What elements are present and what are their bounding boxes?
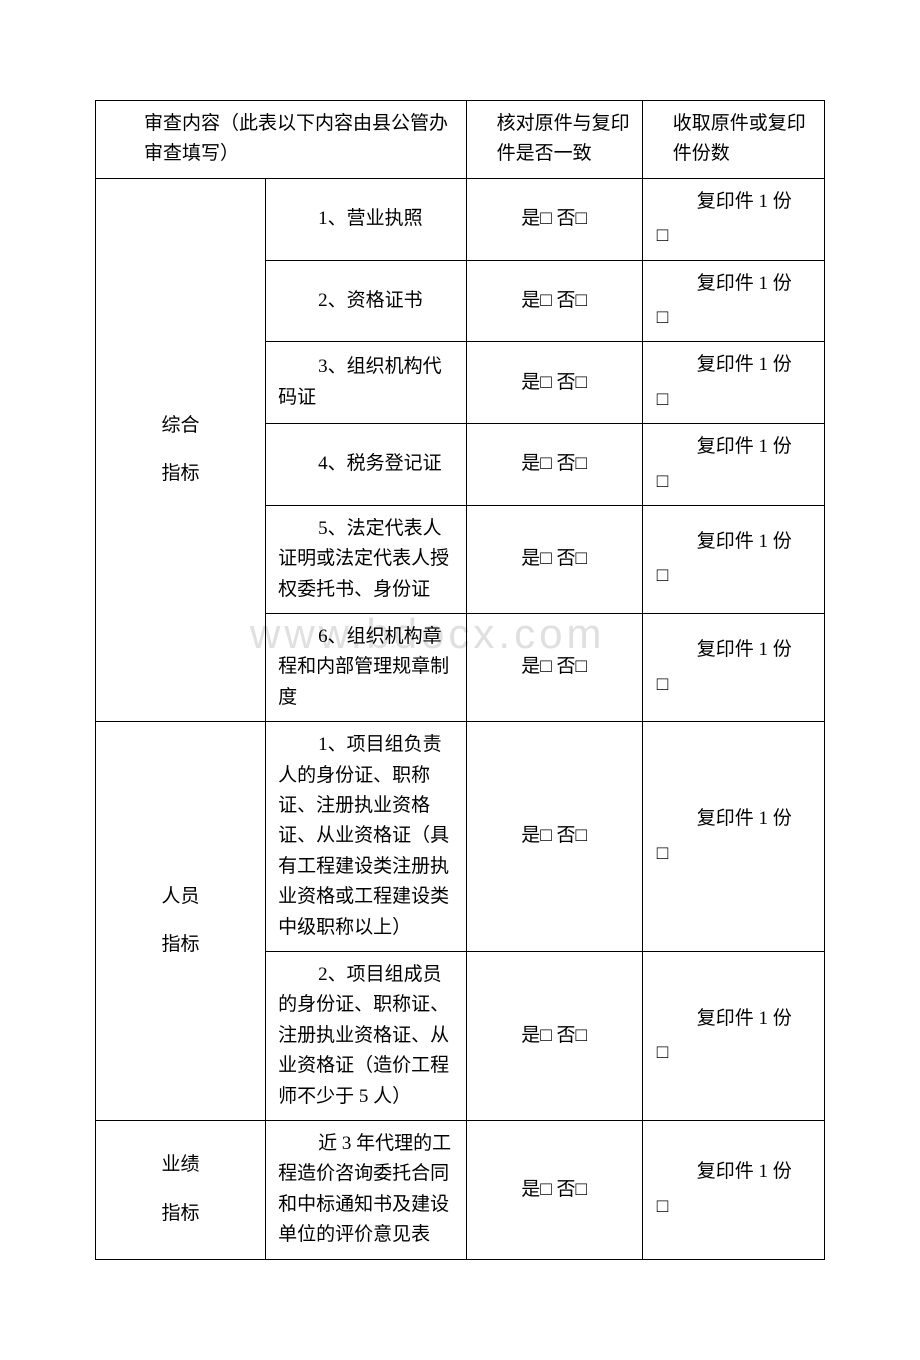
item-cell: 5、法定代表人证明或法定代表人授权委托书、身份证 <box>266 505 466 613</box>
category-label: 业绩 <box>106 1150 255 1180</box>
collect-cell: 复印件 1 份 □ <box>642 178 824 260</box>
checkbox: □ <box>657 670 812 700</box>
item-text: 1、项目组负责人的身份证、职称证、注册执业资格证、从业资格证（具有工程建设类注册… <box>278 730 453 943</box>
item-text: 2、资格证书 <box>278 286 453 316</box>
category-performance: 业绩 指标 <box>96 1120 266 1259</box>
item-text: 5、法定代表人证明或法定代表人授权委托书、身份证 <box>278 514 453 605</box>
checkbox: □ <box>657 221 812 251</box>
item-cell: 6、组织机构章程和内部管理规章制度 <box>266 614 466 722</box>
verify-cell: 是□ 否□ <box>466 1120 642 1259</box>
collect-cell: 复印件 1 份 □ <box>642 505 824 613</box>
table-row: 人员 指标 1、项目组负责人的身份证、职称证、注册执业资格证、从业资格证（具有工… <box>96 722 825 952</box>
collect-text: 复印件 1 份 <box>657 635 812 665</box>
collect-cell: 复印件 1 份 □ <box>642 951 824 1120</box>
checkbox: □ <box>657 303 812 333</box>
checkbox: □ <box>657 1192 812 1222</box>
checkbox: □ <box>657 839 812 869</box>
collect-text: 复印件 1 份 <box>657 432 812 462</box>
item-cell: 1、营业执照 <box>266 178 466 260</box>
collect-cell: 复印件 1 份 □ <box>642 722 824 952</box>
verify-cell: 是□ 否□ <box>466 260 642 342</box>
collect-cell: 复印件 1 份 □ <box>642 1120 824 1259</box>
category-label: 人员 <box>106 882 255 912</box>
table-row: 综合 指标 1、营业执照 是□ 否□ 复印件 1 份 □ <box>96 178 825 260</box>
category-label: 综合 <box>106 411 255 441</box>
category-general: 综合 指标 <box>96 178 266 721</box>
checkbox: □ <box>657 1038 812 1068</box>
item-cell: 3、组织机构代码证 <box>266 342 466 424</box>
collect-text: 复印件 1 份 <box>657 1157 812 1187</box>
item-text: 1、营业执照 <box>278 204 453 234</box>
collect-text: 复印件 1 份 <box>657 1004 812 1034</box>
item-text: 近 3 年代理的工程造价咨询委托合同和中标通知书及建设单位的评价意见表 <box>278 1129 453 1251</box>
table-header-row: 审查内容（此表以下内容由县公管办审查填写） 核对原件与复印件是否一致 收取原件或… <box>96 101 825 179</box>
item-cell: 1、项目组负责人的身份证、职称证、注册执业资格证、从业资格证（具有工程建设类注册… <box>266 722 466 952</box>
verify-cell: 是□ 否□ <box>466 722 642 952</box>
collect-text: 复印件 1 份 <box>657 527 812 557</box>
checkbox: □ <box>657 467 812 497</box>
item-cell: 近 3 年代理的工程造价咨询委托合同和中标通知书及建设单位的评价意见表 <box>266 1120 466 1259</box>
verify-cell: 是□ 否□ <box>466 424 642 506</box>
category-label: 指标 <box>106 1199 255 1229</box>
collect-cell: 复印件 1 份 □ <box>642 424 824 506</box>
verify-cell: 是□ 否□ <box>466 342 642 424</box>
item-cell: 4、税务登记证 <box>266 424 466 506</box>
table-row: 业绩 指标 近 3 年代理的工程造价咨询委托合同和中标通知书及建设单位的评价意见… <box>96 1120 825 1259</box>
category-personnel: 人员 指标 <box>96 722 266 1121</box>
collect-cell: 复印件 1 份 □ <box>642 614 824 722</box>
collect-text: 复印件 1 份 <box>657 350 812 380</box>
header-col-verify: 核对原件与复印件是否一致 <box>466 101 642 179</box>
item-text: 4、税务登记证 <box>278 449 453 479</box>
verify-cell: 是□ 否□ <box>466 178 642 260</box>
item-text: 6、组织机构章程和内部管理规章制度 <box>278 622 453 713</box>
header-col-collect: 收取原件或复印件份数 <box>642 101 824 179</box>
verify-cell: 是□ 否□ <box>466 614 642 722</box>
item-text: 3、组织机构代码证 <box>278 352 453 413</box>
collect-cell: 复印件 1 份 □ <box>642 342 824 424</box>
checkbox: □ <box>657 561 812 591</box>
collect-text: 复印件 1 份 <box>657 187 812 217</box>
review-table: 审查内容（此表以下内容由县公管办审查填写） 核对原件与复印件是否一致 收取原件或… <box>95 100 825 1260</box>
collect-cell: 复印件 1 份 □ <box>642 260 824 342</box>
verify-cell: 是□ 否□ <box>466 951 642 1120</box>
header-col-review: 审查内容（此表以下内容由县公管办审查填写） <box>96 101 467 179</box>
category-label: 指标 <box>106 930 255 960</box>
verify-cell: 是□ 否□ <box>466 505 642 613</box>
collect-text: 复印件 1 份 <box>657 269 812 299</box>
category-label: 指标 <box>106 459 255 489</box>
item-text: 2、项目组成员的身份证、职称证、注册执业资格证、从业资格证（造价工程师不少于 5… <box>278 960 453 1112</box>
item-cell: 2、资格证书 <box>266 260 466 342</box>
checkbox: □ <box>657 385 812 415</box>
collect-text: 复印件 1 份 <box>657 804 812 834</box>
item-cell: 2、项目组成员的身份证、职称证、注册执业资格证、从业资格证（造价工程师不少于 5… <box>266 951 466 1120</box>
